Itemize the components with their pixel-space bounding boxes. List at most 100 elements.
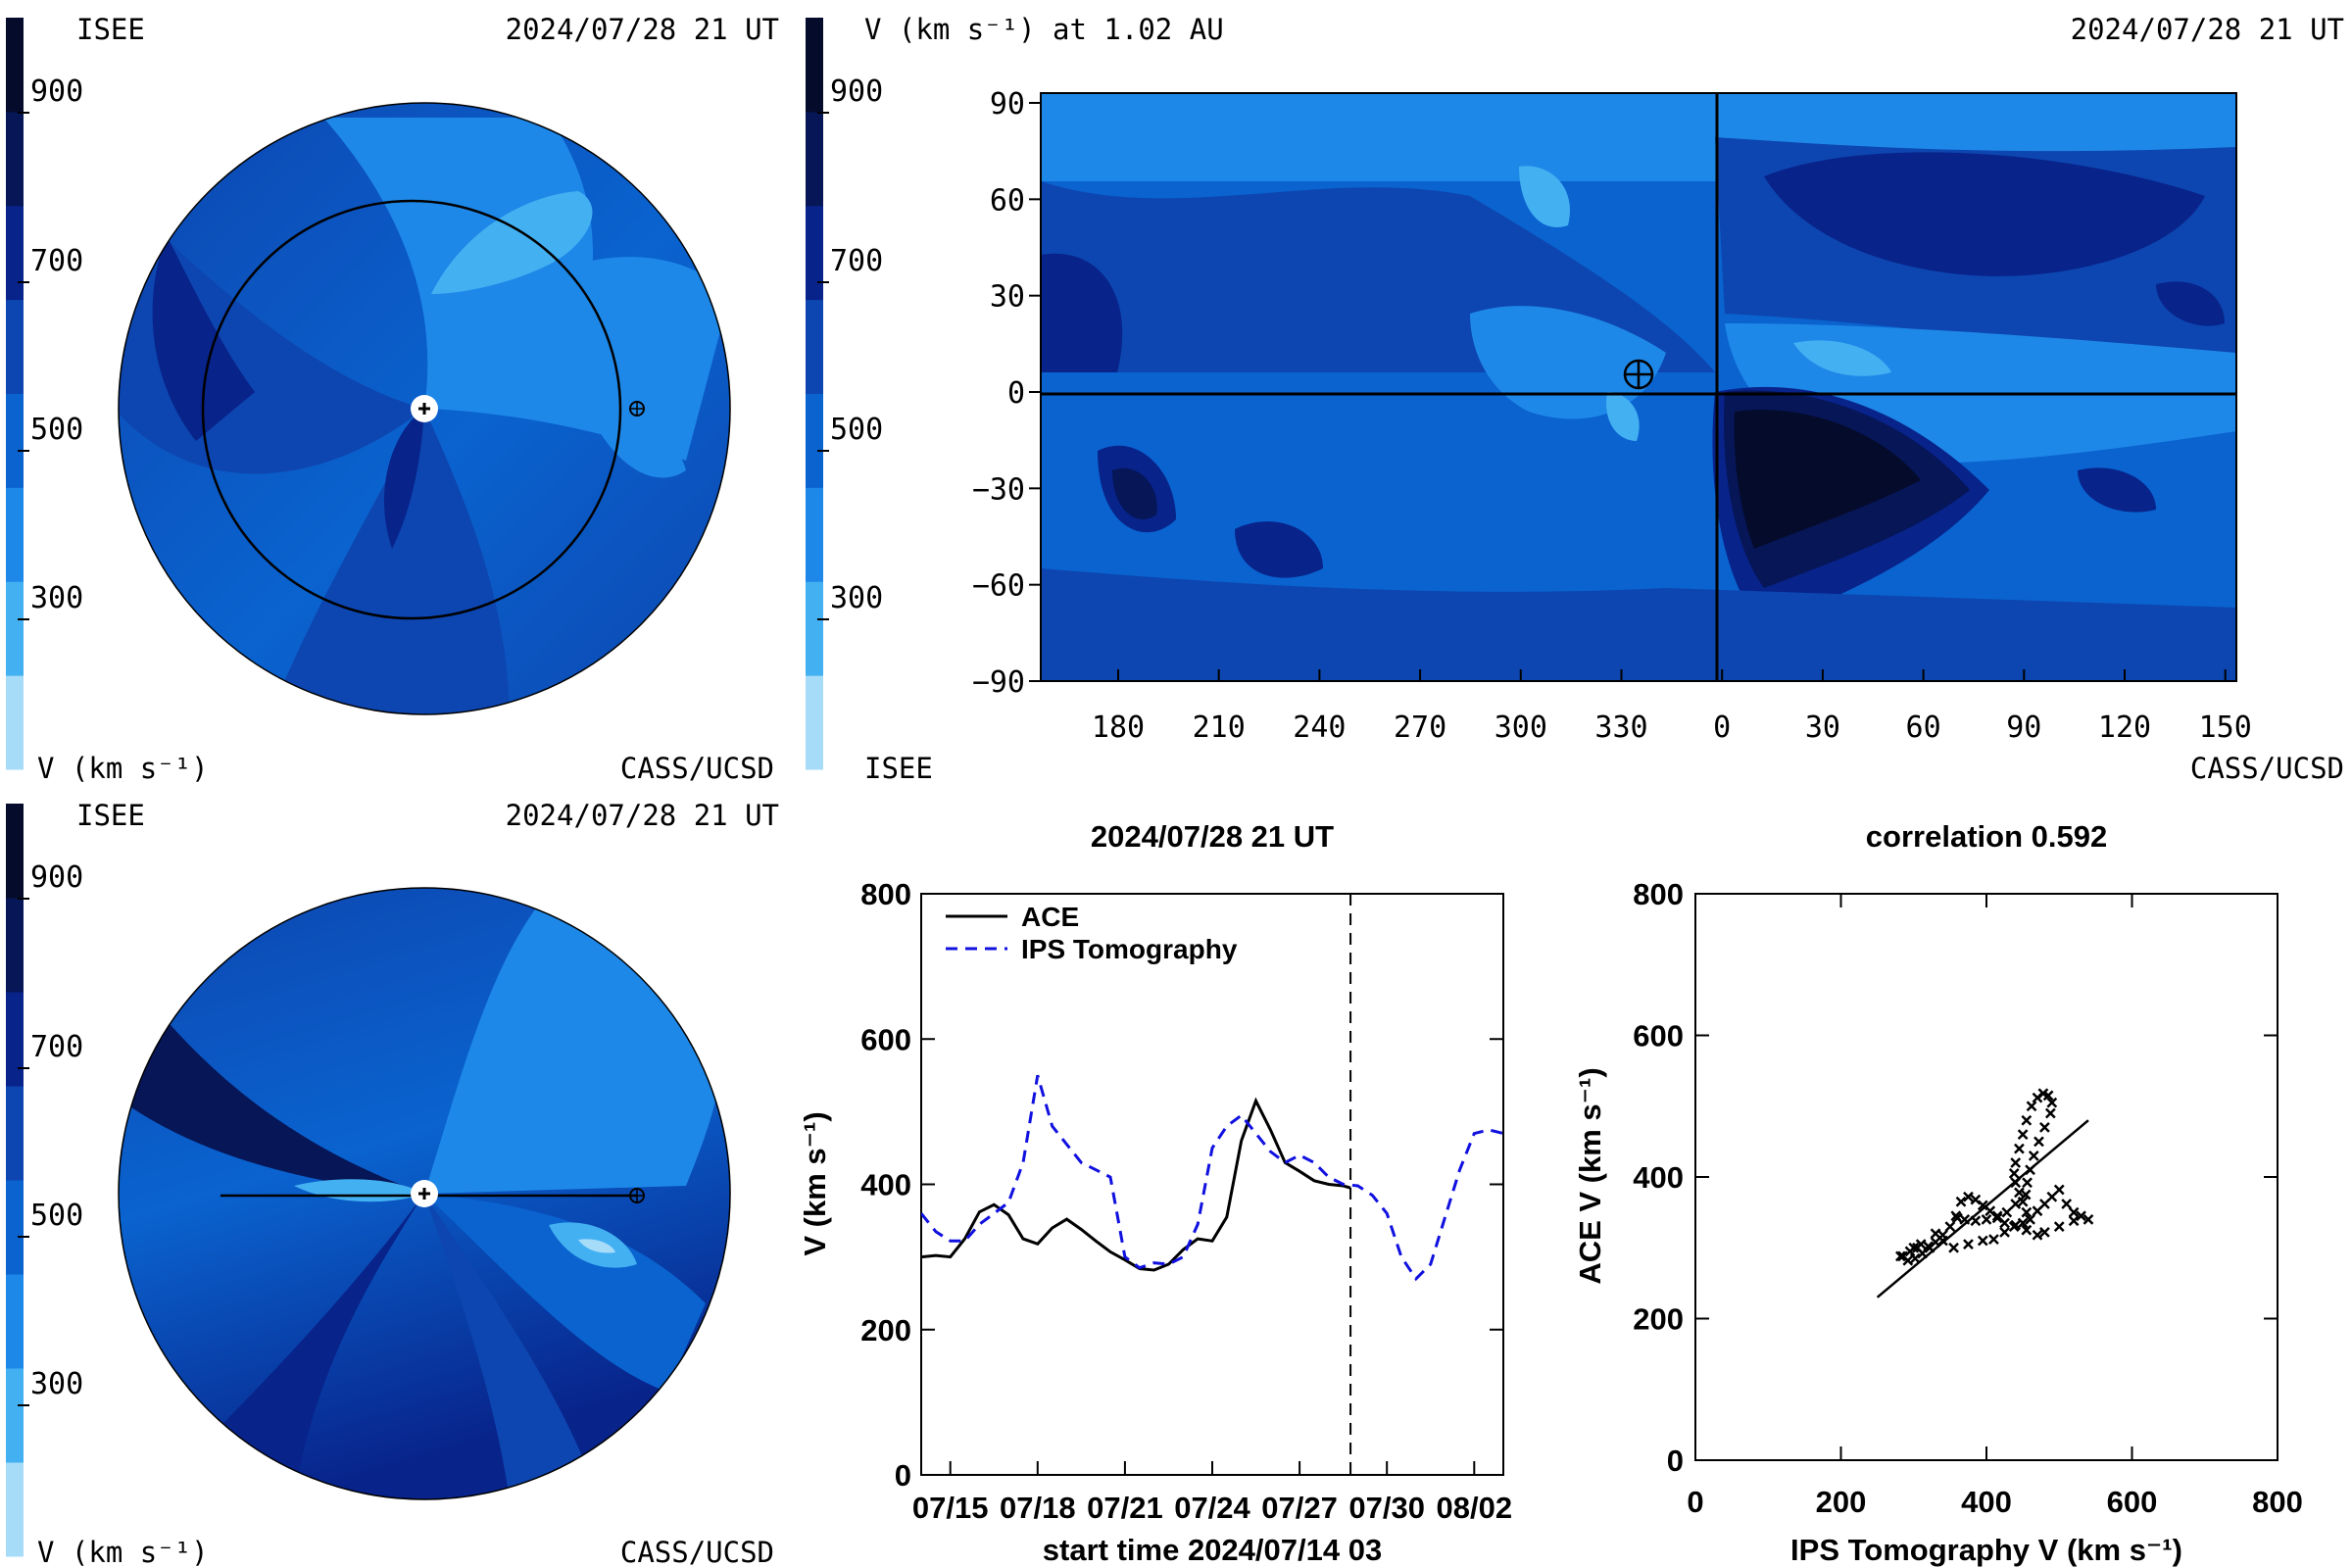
- scatter-y-tick-label: 200: [1633, 1302, 1684, 1337]
- map-y-tick-label: −30: [972, 472, 1025, 507]
- colorbar-segment: [806, 675, 823, 770]
- colorbar-segment: [806, 487, 823, 582]
- map-y-tick-label: 30: [990, 280, 1025, 315]
- colorbar-tick-label: 500: [830, 413, 883, 447]
- colorbar-segment: [6, 992, 24, 1087]
- scatter-y-tick-label: 800: [1633, 877, 1684, 911]
- scatter-point: [2082, 1213, 2094, 1225]
- meridional-bottom-left: V (km s⁻¹): [37, 1536, 209, 1568]
- timeseries-y-tick-label: 600: [860, 1022, 911, 1056]
- scatter-point: [2010, 1157, 2022, 1168]
- timeseries-title: 2024/07/28 21 UT: [1091, 819, 1334, 854]
- map-bottom-right: CASS/UCSD: [2190, 752, 2344, 785]
- scatter-y-tick-label: 400: [1633, 1160, 1684, 1195]
- meridional-title-left: ISEE: [76, 799, 145, 832]
- scatter-point: [1970, 1215, 1982, 1227]
- colorbar-segment: [806, 18, 823, 113]
- scatter-point: [2020, 1189, 2032, 1200]
- map-y-tick-label: −90: [972, 665, 1025, 700]
- scatter-x-tick-label: 0: [1687, 1485, 1703, 1519]
- scatter-x-tick-label: 600: [2107, 1485, 2158, 1519]
- scatter-x-tick-label: 200: [1816, 1485, 1867, 1519]
- timeseries-x-tick-label: 07/15: [912, 1491, 989, 1525]
- timeseries-x-tick-label: 07/18: [1000, 1491, 1076, 1525]
- scatter-point: [2025, 1164, 2035, 1176]
- scatter-point: [1930, 1228, 1941, 1240]
- colorbar-tick-label: 300: [30, 1367, 83, 1401]
- scatter-point: [1948, 1242, 1959, 1253]
- timeseries-y-tick-label: 200: [860, 1313, 911, 1348]
- colorbar-segment: [6, 1462, 24, 1557]
- meridional-bottom-right: CASS/UCSD: [620, 1536, 774, 1568]
- scatter-point: [1915, 1239, 1927, 1250]
- ecliptic-velocity-disk: [118, 102, 731, 715]
- scatter-point: [2068, 1206, 2080, 1218]
- scatter-point: [2044, 1107, 2056, 1119]
- scatter-point: [2034, 1136, 2044, 1148]
- colorbar-top-left: 900 700 500 300: [6, 18, 83, 770]
- scatter-point: [1955, 1196, 1967, 1207]
- timeseries-chart: 0 200 400 600 800 07/15 07/18 07/21 07/24 07/27 07…: [798, 819, 1512, 1567]
- scatter-x-label: IPS Tomography V (km s⁻¹): [1790, 1533, 2182, 1567]
- scatter-point: [2061, 1199, 2073, 1209]
- scatter-chart: 0 200 400 600 800 0 200 400 600 800 correlation 0.…: [1573, 819, 2303, 1567]
- scatter-point: [2046, 1097, 2058, 1108]
- colorbar-segment: [6, 393, 24, 488]
- scatter-point: [1944, 1221, 1956, 1232]
- scatter-point: [1988, 1234, 1999, 1245]
- map-x-tick-label: 60: [1906, 710, 1941, 745]
- scatter-point: [1951, 1212, 1963, 1224]
- scatter-x-tick-label: 800: [2252, 1485, 2303, 1519]
- timeseries-x-tick-label: 08/02: [1437, 1491, 1513, 1525]
- colorbar-tick-label: 900: [30, 74, 83, 109]
- map-x-tick-label: 270: [1394, 710, 1446, 745]
- scatter-point: [1981, 1213, 1992, 1225]
- timeseries-x-tick-label: 07/27: [1261, 1491, 1338, 1525]
- timeseries-y-tick-label: 0: [895, 1458, 911, 1493]
- colorbar-tick-label: 900: [830, 74, 883, 109]
- colorbar-segment: [6, 675, 24, 770]
- ecliptic-title-left: ISEE: [76, 13, 145, 46]
- map-y-tick-label: −60: [972, 569, 1025, 604]
- scatter-point: [2042, 1090, 2054, 1102]
- scatter-point: [2017, 1196, 2029, 1207]
- map-x-tick-label: 0: [1713, 710, 1731, 745]
- timeseries-x-tick-label: 07/30: [1348, 1491, 1425, 1525]
- colorbar-tick-label: 700: [30, 244, 83, 278]
- colorbar-segment: [6, 1368, 24, 1463]
- timeseries-y-tick-label: 800: [860, 877, 911, 911]
- scatter-point: [1917, 1248, 1929, 1259]
- scatter-point: [1902, 1254, 1914, 1266]
- colorbar-tick-label: 700: [830, 244, 883, 278]
- scatter-point: [2017, 1129, 2029, 1141]
- colorbar-segment: [806, 205, 823, 301]
- colorbar-segment: [6, 299, 24, 394]
- scatter-point: [1963, 1191, 1974, 1202]
- scatter-point: [2032, 1229, 2043, 1241]
- ecliptic-bottom-left: V (km s⁻¹): [37, 752, 209, 785]
- timeseries-x-label: start time 2024/07/14 03: [1043, 1533, 1382, 1567]
- map-bottom-left: ISEE: [864, 752, 933, 785]
- scatter-title: correlation 0.592: [1866, 819, 2107, 854]
- scatter-y-label: ACE V (km s⁻¹): [1573, 1067, 1607, 1284]
- colorbar-segment: [806, 393, 823, 488]
- scatter-point: [1895, 1250, 1906, 1262]
- map-x-tick-label: 210: [1193, 710, 1246, 745]
- scatter-point: [1963, 1239, 1974, 1250]
- scatter-point: [2068, 1215, 2080, 1227]
- scatter-point: [2076, 1210, 2086, 1222]
- scatter-point: [2010, 1177, 2022, 1189]
- map-x-tick-label: 150: [2199, 710, 2252, 745]
- colorbar-segment: [6, 205, 24, 301]
- colorbar-tick-label: 500: [30, 1199, 83, 1233]
- colorbar-tick-label: 700: [30, 1030, 83, 1064]
- map-y-tick-label: 90: [990, 87, 1025, 122]
- series-ace-line: [921, 1097, 1351, 1272]
- colorbar-tick-label: 300: [30, 581, 83, 615]
- scatter-point: [1991, 1210, 2003, 1222]
- colorbar-segment: [806, 581, 823, 676]
- scatter-fit-line: [1876, 1119, 2089, 1298]
- scatter-x-tick-label: 400: [1961, 1485, 2012, 1519]
- scatter-point: [2010, 1199, 2022, 1209]
- colorbar-segment: [806, 299, 823, 394]
